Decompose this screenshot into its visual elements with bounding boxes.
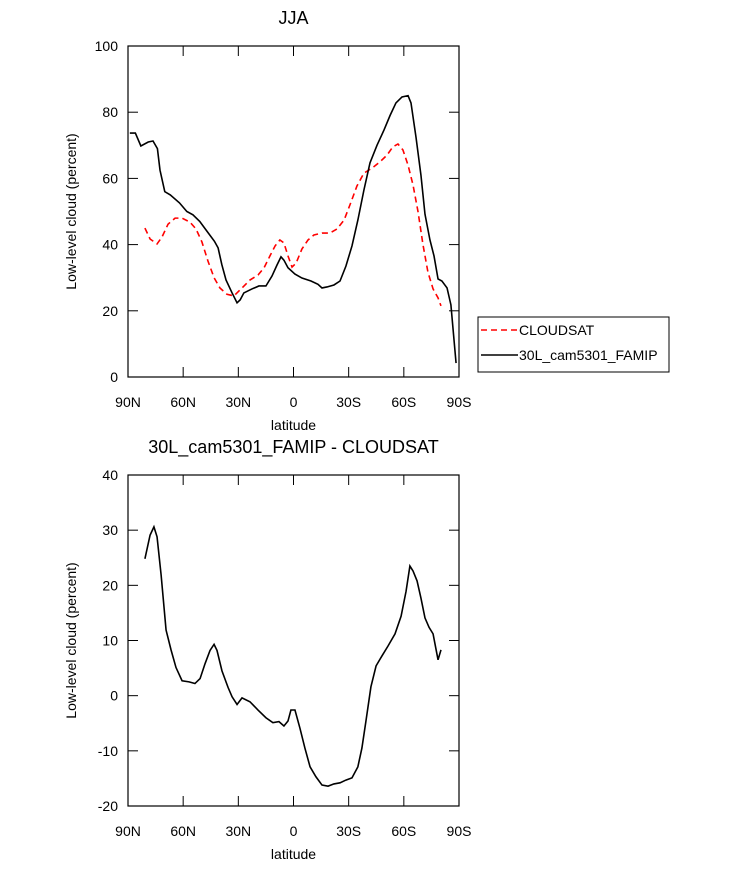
y-axis-label: Low-level cloud (percent) (63, 133, 79, 289)
x-tick-label: 30S (336, 394, 361, 410)
legend-box (477, 316, 670, 373)
x-tick-label: 30N (225, 394, 251, 410)
y-tick-label: 30 (102, 522, 118, 538)
chart-title: 30L_cam5301_FAMIP - CLOUDSAT (148, 437, 438, 458)
data-line (144, 524, 442, 787)
legend-label: 30L_cam5301_FAMIP (519, 347, 658, 363)
data-line (144, 142, 442, 307)
y-tick-label: -20 (98, 798, 118, 814)
plot-frame (127, 474, 460, 807)
y-tick-label: 20 (102, 303, 118, 319)
x-tick-label: 90S (447, 394, 472, 410)
x-tick-label: 90N (115, 394, 141, 410)
x-axis-label: latitude (271, 417, 316, 433)
x-tick-label: 60S (391, 394, 416, 410)
x-tick-label: 0 (290, 394, 298, 410)
x-tick-label: 30N (225, 823, 251, 839)
y-tick-label: 0 (110, 369, 118, 385)
y-tick-label: 40 (102, 467, 118, 483)
y-tick-label: -10 (98, 743, 118, 759)
x-tick-label: 60S (391, 823, 416, 839)
x-tick-label: 90S (447, 823, 472, 839)
y-axis-label: Low-level cloud (percent) (63, 562, 79, 718)
y-tick-label: 80 (102, 104, 118, 120)
chart-title: JJA (278, 8, 308, 28)
y-tick-label: 100 (95, 38, 119, 54)
data-line (129, 94, 457, 364)
y-tick-label: 0 (110, 688, 118, 704)
x-axis-label: latitude (271, 846, 316, 862)
x-tick-label: 0 (290, 823, 298, 839)
x-tick-label: 60N (170, 394, 196, 410)
y-tick-label: 40 (102, 237, 118, 253)
x-tick-label: 60N (170, 823, 196, 839)
y-tick-label: 20 (102, 577, 118, 593)
legend-label: CLOUDSAT (519, 322, 595, 338)
y-tick-label: 10 (102, 633, 118, 649)
y-tick-label: 60 (102, 170, 118, 186)
x-tick-label: 90N (115, 823, 141, 839)
x-tick-label: 30S (336, 823, 361, 839)
plot-frame (127, 45, 460, 378)
